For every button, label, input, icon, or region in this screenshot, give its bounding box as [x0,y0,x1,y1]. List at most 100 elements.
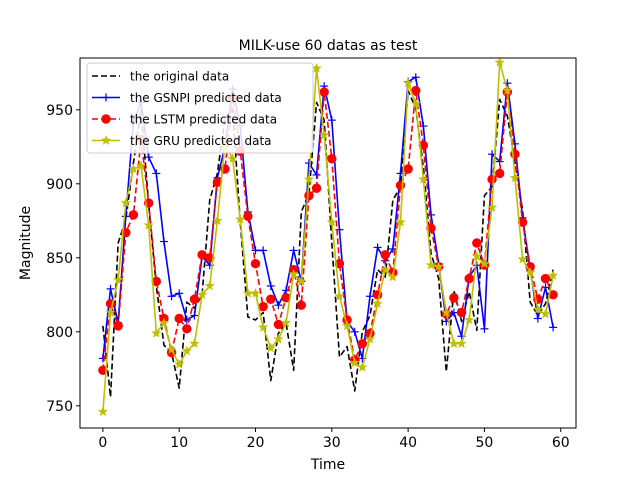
series-4-point [540,308,551,319]
series-4-point [326,216,338,227]
series-4-point [387,271,399,282]
series-2-point [251,246,260,255]
series-2-point [98,354,107,363]
series-4-point [517,253,528,264]
series-4-point [288,268,299,279]
legend-item-4: the GRU predicted data [92,134,272,148]
series-4-point [509,172,521,183]
x-tick-label: 20 [247,435,265,451]
chart-title: MILK-use 60 datas as test [239,38,418,54]
series-4-point [196,289,208,300]
series-2-point [289,246,298,255]
series-3-point [296,300,306,310]
series-4-point [418,173,429,184]
series-4-point [212,215,223,226]
series-4-point [204,280,215,291]
series-4-point [158,317,170,328]
series-4-point [189,338,200,349]
series-2-point [266,281,275,290]
series-2-point [365,292,374,301]
y-tick-label: 850 [46,251,73,267]
series-4-point [433,261,444,272]
legend-marker [102,93,110,102]
series-3-point [205,253,215,263]
series-4-point [105,307,116,318]
legend-label: the LSTM predicted data [130,113,277,127]
series-4-point [547,270,559,281]
series-2-point [350,327,359,336]
series-4-point [234,213,246,224]
series-2-point [274,301,283,310]
series-3-point [487,174,497,185]
x-tick-label: 30 [323,435,341,451]
series-3-point [380,250,390,260]
x-tick-label: 60 [552,435,570,451]
series-2-point [152,169,161,178]
series-2-point [312,170,321,179]
series-3-point [266,294,276,304]
x-tick-label: 50 [476,435,494,451]
legend-item-1: the original data [92,70,229,84]
series-3-point [128,210,139,220]
legend-label: the GRU predicted data [130,134,272,148]
series-4-point [280,317,292,328]
series-4-point [250,287,261,298]
series-3-point [472,238,482,248]
series-2-point [304,159,313,168]
series-4-point [532,304,544,315]
series-2-point [106,284,115,293]
series-3-point [182,324,192,334]
series-3-point [189,294,200,304]
series-2-point [144,153,153,162]
series-3-point [456,307,467,318]
series-2-point [175,289,184,298]
x-tick-label: 0 [98,435,107,451]
series-2-point [449,308,458,317]
series-4-point [494,56,505,67]
series-2-point [167,292,176,301]
x-tick-label: 40 [399,435,417,451]
series-4-point [364,333,376,344]
series-4-point [151,327,162,338]
series-4-point [425,259,437,270]
series-4-point [97,406,109,417]
series-2-point [533,314,542,323]
legend-box [86,62,314,154]
series-3-point [334,259,345,269]
series-3-point [494,168,505,179]
series-4-point [479,258,490,269]
series-4-point [166,344,177,355]
series-4-point [120,197,132,208]
series-4-point [456,338,467,349]
series-4-point [334,290,345,301]
series-4-point [273,333,284,344]
series-2-point [327,116,336,125]
series-2-point [549,323,558,332]
series-3-point [258,301,268,312]
series-3-point [304,190,314,201]
series-3-point [250,259,261,269]
series-4-point [135,160,147,171]
series-2-point [190,311,199,320]
y-tick-label: 750 [46,399,73,415]
series-3-line [102,89,554,371]
plot-frame [79,57,577,429]
series-2-point [373,243,382,252]
axis-layer: 0 10 20 30 40 50 60 750 800 850 900 950 [46,103,569,451]
series-3-point [327,153,337,164]
legend-marker [101,114,111,124]
series-4-point [257,321,269,332]
legend-item-3: the LSTM predicted data [92,113,277,127]
series-3-point [449,293,459,303]
series-4-point [349,357,360,368]
series-4-point [341,320,353,331]
series-3-point [311,183,322,193]
series-4-point [173,358,185,369]
series-2-point [495,157,504,166]
series-4-point [502,85,513,96]
x-axis-label: Time [310,457,345,473]
legend: the original data the GSNPI predicted dat… [86,62,314,154]
series-2-point [480,324,489,333]
series-4-point [524,267,536,278]
y-tick-label: 800 [46,325,73,341]
